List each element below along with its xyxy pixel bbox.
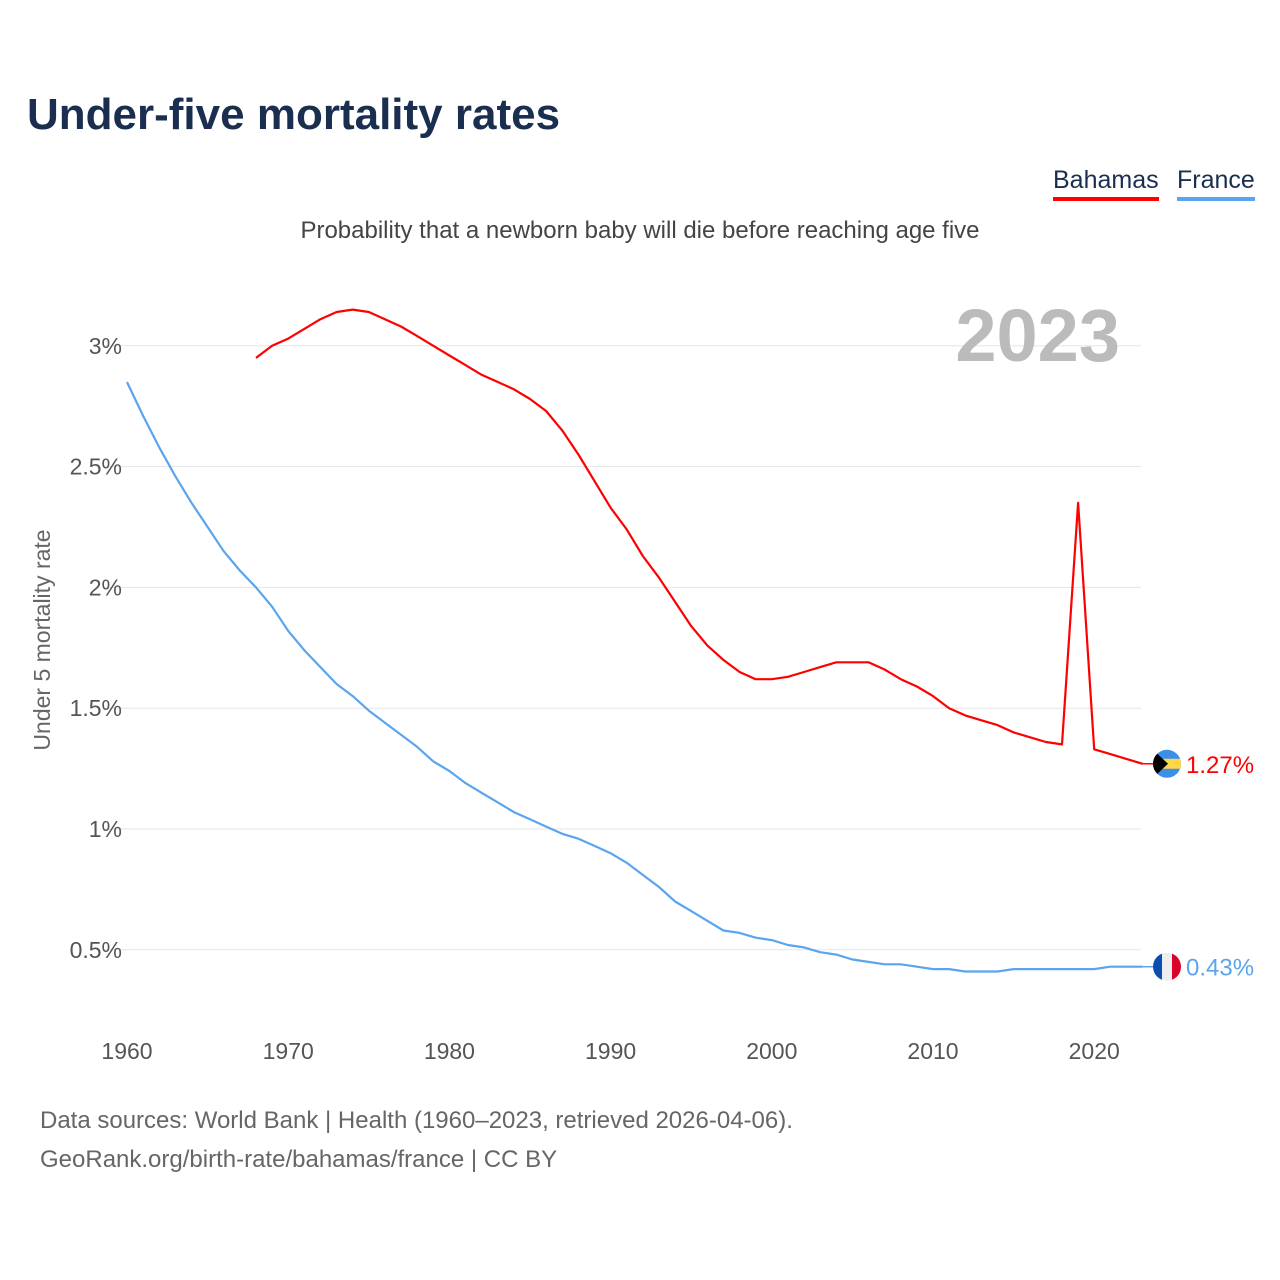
flag-body	[1153, 952, 1181, 981]
y-tick-label: 1.5%	[70, 695, 122, 721]
y-tick-label: 2%	[89, 574, 122, 600]
legend-france[interactable]: France	[1177, 166, 1255, 201]
france-flag-icon	[1153, 952, 1181, 981]
legend-bahamas[interactable]: Bahamas	[1053, 166, 1159, 201]
footer-credit: GeoRank.org/birth-rate/bahamas/france | …	[40, 1146, 558, 1173]
x-tick-label: 1970	[263, 1038, 314, 1064]
y-tick-label: 0.5%	[70, 937, 122, 963]
flag-stripe	[1172, 952, 1181, 981]
x-tick-label: 1960	[101, 1038, 152, 1064]
series-line-bahamas	[255, 308, 1143, 765]
end-value-label-bahamas: 1.27%	[1186, 752, 1254, 779]
x-tick-label: 1980	[424, 1038, 475, 1064]
series-line-france	[126, 381, 1143, 973]
x-tick-label: 2020	[1069, 1038, 1120, 1064]
x-tick-label: 2010	[907, 1038, 958, 1064]
chart-title: Under-five mortality rates	[27, 90, 561, 139]
chart-subtitle: Probability that a newborn baby will die…	[300, 217, 980, 244]
y-tick-label: 1%	[89, 816, 122, 842]
end-value-label-france: 0.43%	[1186, 955, 1254, 982]
y-axis-label: Under 5 mortality rate	[29, 529, 55, 750]
flag-stripe	[1153, 952, 1162, 981]
bahamas-flag-icon	[1153, 749, 1181, 778]
flag-triangle	[1153, 749, 1168, 778]
x-tick-label: 1990	[585, 1038, 636, 1064]
y-tick-label: 3%	[89, 333, 122, 359]
year-label: 2023	[955, 294, 1120, 377]
flag-stripe	[1162, 952, 1172, 981]
y-tick-label: 2.5%	[70, 454, 122, 480]
footer-sources: Data sources: World Bank | Health (1960–…	[40, 1107, 793, 1134]
flag-body	[1153, 749, 1181, 778]
x-tick-label: 2000	[746, 1038, 797, 1064]
